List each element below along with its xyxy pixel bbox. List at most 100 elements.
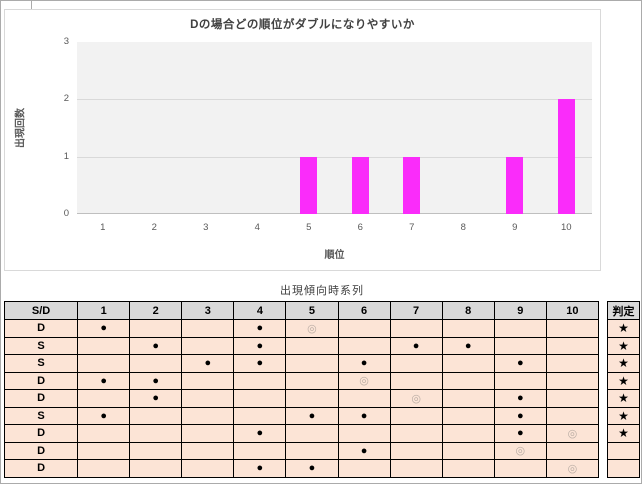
symbol-cell-r8-c2[interactable]	[129, 441, 183, 460]
symbol-cell-r8-c5[interactable]	[285, 441, 339, 460]
symbol-cell-r7-c10[interactable]: ◎	[545, 424, 600, 443]
symbol-cell-r4-c3[interactable]	[181, 371, 235, 390]
symbol-cell-r9-c10[interactable]: ◎	[545, 459, 600, 478]
symbol-cell-r4-c10[interactable]	[545, 371, 600, 390]
symbol-cell-r6-c7[interactable]	[389, 406, 443, 425]
symbol-cell-r1-c9[interactable]	[493, 319, 547, 338]
row-type-cell[interactable]: S	[3, 336, 79, 355]
judgment-cell-r7[interactable]: ★	[607, 424, 640, 443]
symbol-cell-r7-c6[interactable]	[337, 424, 391, 443]
symbol-cell-r2-c8[interactable]: ●	[441, 336, 495, 355]
symbol-cell-r6-c8[interactable]	[441, 406, 495, 425]
symbol-cell-r3-c10[interactable]	[545, 354, 600, 373]
symbol-cell-r3-c1[interactable]	[77, 354, 131, 373]
symbol-cell-r7-c5[interactable]	[285, 424, 339, 443]
symbol-cell-r2-c2[interactable]: ●	[129, 336, 183, 355]
symbol-cell-r5-c2[interactable]: ●	[129, 389, 183, 408]
symbol-cell-r6-c2[interactable]	[129, 406, 183, 425]
symbol-cell-r4-c9[interactable]	[493, 371, 547, 390]
symbol-cell-r2-c7[interactable]: ●	[389, 336, 443, 355]
symbol-cell-r9-c4[interactable]: ●	[233, 459, 287, 478]
judgment-cell-r8[interactable]	[607, 441, 640, 460]
rank-header-cell-9[interactable]: 9	[493, 301, 547, 320]
row-type-cell[interactable]: S	[3, 354, 79, 373]
symbol-cell-r4-c6[interactable]: ◎	[337, 371, 391, 390]
symbol-cell-r7-c2[interactable]	[129, 424, 183, 443]
symbol-cell-r4-c7[interactable]	[389, 371, 443, 390]
symbol-cell-r9-c1[interactable]	[77, 459, 131, 478]
symbol-cell-r1-c10[interactable]	[545, 319, 600, 338]
symbol-cell-r8-c6[interactable]: ●	[337, 441, 391, 460]
symbol-cell-r6-c3[interactable]	[181, 406, 235, 425]
symbol-cell-r1-c7[interactable]	[389, 319, 443, 338]
rank-header-cell-3[interactable]: 3	[181, 301, 235, 320]
symbol-cell-r9-c2[interactable]	[129, 459, 183, 478]
symbol-cell-r6-c4[interactable]	[233, 406, 287, 425]
symbol-cell-r6-c10[interactable]	[545, 406, 600, 425]
symbol-cell-r5-c7[interactable]: ◎	[389, 389, 443, 408]
symbol-cell-r1-c6[interactable]	[337, 319, 391, 338]
symbol-cell-r7-c7[interactable]	[389, 424, 443, 443]
symbol-cell-r7-c4[interactable]: ●	[233, 424, 287, 443]
symbol-cell-r3-c7[interactable]	[389, 354, 443, 373]
rank-header-cell-8[interactable]: 8	[441, 301, 495, 320]
symbol-cell-r4-c1[interactable]: ●	[77, 371, 131, 390]
symbol-cell-r8-c10[interactable]	[545, 441, 600, 460]
symbol-cell-r9-c6[interactable]	[337, 459, 391, 478]
symbol-cell-r4-c4[interactable]	[233, 371, 287, 390]
symbol-cell-r2-c4[interactable]: ●	[233, 336, 287, 355]
symbol-cell-r1-c2[interactable]	[129, 319, 183, 338]
corner-header-cell[interactable]: S/D	[3, 301, 79, 320]
row-type-cell[interactable]: S	[3, 406, 79, 425]
symbol-cell-r3-c8[interactable]	[441, 354, 495, 373]
symbol-cell-r3-c9[interactable]: ●	[493, 354, 547, 373]
symbol-cell-r7-c1[interactable]	[77, 424, 131, 443]
row-type-cell[interactable]: D	[3, 389, 79, 408]
symbol-cell-r6-c9[interactable]: ●	[493, 406, 547, 425]
symbol-cell-r9-c8[interactable]	[441, 459, 495, 478]
rank-header-cell-1[interactable]: 1	[77, 301, 131, 320]
judgment-cell-r2[interactable]: ★	[607, 336, 640, 355]
symbol-cell-r7-c3[interactable]	[181, 424, 235, 443]
rank-header-cell-7[interactable]: 7	[389, 301, 443, 320]
judgment-cell-r9[interactable]	[607, 459, 640, 478]
symbol-cell-r1-c4[interactable]: ●	[233, 319, 287, 338]
symbol-cell-r5-c3[interactable]	[181, 389, 235, 408]
symbol-cell-r5-c6[interactable]	[337, 389, 391, 408]
rank-header-cell-5[interactable]: 5	[285, 301, 339, 320]
symbol-cell-r8-c3[interactable]	[181, 441, 235, 460]
symbol-cell-r8-c8[interactable]	[441, 441, 495, 460]
symbol-cell-r5-c8[interactable]	[441, 389, 495, 408]
symbol-cell-r3-c3[interactable]: ●	[181, 354, 235, 373]
symbol-cell-r6-c1[interactable]: ●	[77, 406, 131, 425]
judgment-header-cell[interactable]: 判定	[607, 301, 640, 320]
symbol-cell-r2-c3[interactable]	[181, 336, 235, 355]
symbol-cell-r3-c6[interactable]: ●	[337, 354, 391, 373]
symbol-cell-r1-c1[interactable]: ●	[77, 319, 131, 338]
symbol-cell-r9-c5[interactable]: ●	[285, 459, 339, 478]
symbol-cell-r5-c1[interactable]	[77, 389, 131, 408]
rank-header-cell-6[interactable]: 6	[337, 301, 391, 320]
symbol-cell-r7-c9[interactable]: ●	[493, 424, 547, 443]
rank-header-cell-2[interactable]: 2	[129, 301, 183, 320]
symbol-cell-r3-c5[interactable]	[285, 354, 339, 373]
symbol-cell-r2-c6[interactable]	[337, 336, 391, 355]
symbol-cell-r9-c3[interactable]	[181, 459, 235, 478]
symbol-cell-r2-c10[interactable]	[545, 336, 600, 355]
symbol-cell-r4-c8[interactable]	[441, 371, 495, 390]
row-type-cell[interactable]: D	[3, 424, 79, 443]
symbol-cell-r8-c7[interactable]	[389, 441, 443, 460]
row-type-cell[interactable]: D	[3, 319, 79, 338]
symbol-cell-r9-c9[interactable]	[493, 459, 547, 478]
symbol-cell-r6-c6[interactable]: ●	[337, 406, 391, 425]
judgment-cell-r4[interactable]: ★	[607, 371, 640, 390]
symbol-cell-r4-c5[interactable]	[285, 371, 339, 390]
symbol-cell-r8-c9[interactable]: ◎	[493, 441, 547, 460]
row-type-cell[interactable]: D	[3, 371, 79, 390]
judgment-cell-r6[interactable]: ★	[607, 406, 640, 425]
rank-header-cell-4[interactable]: 4	[233, 301, 287, 320]
symbol-cell-r5-c5[interactable]	[285, 389, 339, 408]
symbol-cell-r2-c5[interactable]	[285, 336, 339, 355]
symbol-cell-r5-c4[interactable]	[233, 389, 287, 408]
